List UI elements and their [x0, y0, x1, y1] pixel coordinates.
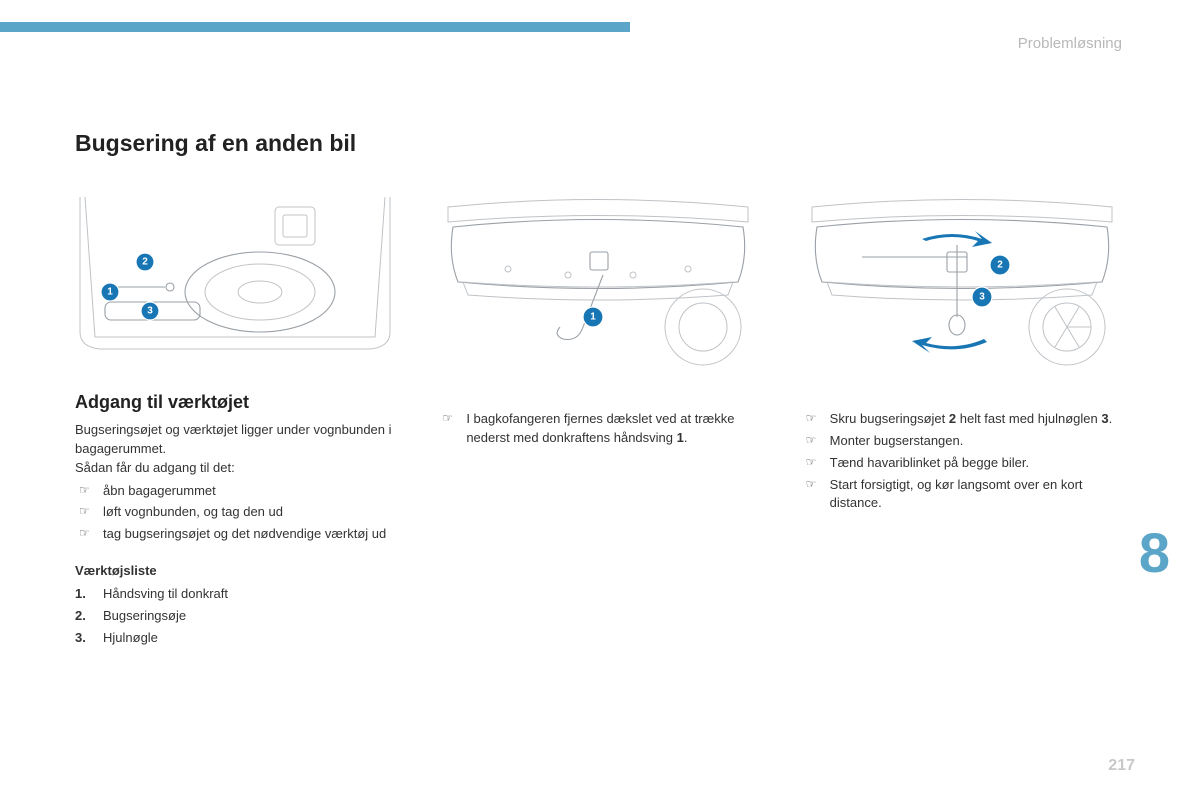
chapter-number: 8 — [1139, 520, 1170, 585]
t: Tænd havariblinket på begge biler. — [830, 455, 1029, 470]
callout-label: 3 — [979, 292, 985, 303]
tool-label: Håndsving til donkraft — [103, 586, 228, 601]
tool-number: 2. — [75, 607, 86, 626]
step-text-pre: I bagkofangeren fjernes dækslet ved at t… — [466, 411, 734, 445]
t: helt fast med hjulnøglen — [956, 411, 1101, 426]
step-text-bold: 1 — [677, 430, 684, 445]
list-item: Monter bugserstangen. — [802, 432, 1125, 451]
step-text: I bagkofangeren fjernes dækslet ved at t… — [438, 392, 761, 448]
tool-label: Bugseringsøje — [103, 608, 186, 623]
column-3: 2 3 Skru bugseringsøjet 2 helt fast med … — [802, 187, 1125, 650]
tool-number: 1. — [75, 585, 86, 604]
tool-list-heading: Værktøjsliste — [75, 562, 398, 581]
tool-number: 3. — [75, 629, 86, 648]
callout-label: 1 — [591, 312, 597, 323]
list-item: Tænd havariblinket på begge biler. — [802, 454, 1125, 473]
section-label: Problemløsning — [1018, 35, 1122, 52]
intro-text-2: Sådan får du adgang til det: — [75, 459, 398, 478]
page-number: 217 — [1108, 757, 1135, 775]
t: Monter bugserstangen. — [830, 433, 964, 448]
page-title: Bugsering af en anden bil — [75, 130, 1125, 157]
top-accent-bar — [0, 22, 630, 32]
t: Start forsigtigt, og kør langsomt over e… — [830, 477, 1083, 511]
t: Skru bugseringsøjet — [830, 411, 949, 426]
column-2: 1 I bagkofangeren fjernes dækslet ved at… — [438, 187, 761, 650]
access-steps-list: åbn bagagerummet løft vognbunden, og tag… — [75, 482, 398, 545]
list-item: 2. Bugseringsøje — [75, 607, 398, 626]
t: 3 — [1101, 411, 1108, 426]
list-item: 1. Håndsving til donkraft — [75, 585, 398, 604]
illustration-bumper-cover: 1 — [438, 187, 758, 367]
steps-text: Skru bugseringsøjet 2 helt fast med hjul… — [802, 392, 1125, 513]
callout-label: 3 — [147, 306, 153, 317]
column-1: 2 1 3 Adgang til værktøjet Bugseringsøje… — [75, 187, 398, 650]
list-item: åbn bagagerummet — [75, 482, 398, 501]
tool-list: 1. Håndsving til donkraft 2. Bugseringsøje… — [75, 585, 398, 648]
page-content: Bugsering af en anden bil — [75, 130, 1125, 650]
tool-label: Hjulnøgle — [103, 630, 158, 645]
callout-label: 2 — [997, 260, 1003, 271]
t: . — [1109, 411, 1113, 426]
columns: 2 1 3 Adgang til værktøjet Bugseringsøje… — [75, 187, 1125, 650]
list-item: I bagkofangeren fjernes dækslet ved at t… — [438, 410, 761, 448]
callout-label: 2 — [142, 257, 148, 268]
illustration-towing-eye: 2 3 — [802, 187, 1122, 367]
intro-text-1: Bugseringsøjet og værktøjet ligger under… — [75, 421, 398, 459]
list-item: Skru bugseringsøjet 2 helt fast med hjul… — [802, 410, 1125, 429]
callout-label: 1 — [107, 287, 113, 298]
list-item: løft vognbunden, og tag den ud — [75, 503, 398, 522]
illustration-trunk-tools: 2 1 3 — [75, 187, 395, 367]
list-item: Start forsigtigt, og kør langsomt over e… — [802, 476, 1125, 514]
list-item: tag bugseringsøjet og det nødvendige vær… — [75, 525, 398, 544]
list-item: 3. Hjulnøgle — [75, 629, 398, 648]
step-text-post: . — [684, 430, 688, 445]
subtitle-tools-access: Adgang til værktøjet — [75, 392, 398, 413]
